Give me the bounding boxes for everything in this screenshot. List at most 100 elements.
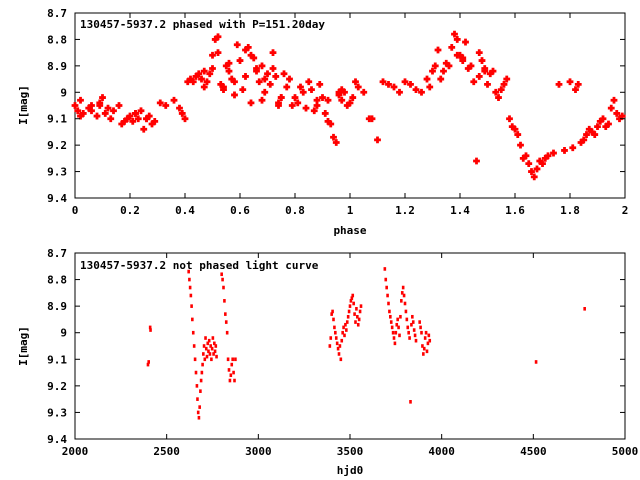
unphased-plot-ytick-label: 8.8: [47, 274, 67, 287]
unphased-plot-point: [395, 322, 399, 327]
phased-plot-point: [88, 107, 95, 115]
unphased-plot-point: [346, 314, 350, 319]
phased-plot-point: [426, 83, 434, 91]
unphased-plot-ylabel: I[mag]: [17, 326, 30, 366]
phased-plot-point: [225, 59, 233, 67]
phased-plot-xtick-label: 1.6: [505, 204, 525, 217]
phased-plot-ticks: 0 0.2 0.4 0.6 0.8 1 1.2 1.4 1.6 1.8 2 8.7 8.8 8.9 9 9.1…: [47, 7, 628, 217]
phased-plot-point: [577, 139, 585, 146]
unphased-plot-point: [201, 362, 204, 367]
unphased-plot-point: [405, 317, 409, 322]
unphased-plot-point: [421, 344, 424, 348]
phased-plot-point: [189, 78, 197, 86]
unphased-plot-point: [385, 285, 388, 290]
phased-plot-xtick-label: 1.4: [450, 204, 470, 217]
phased-plot-point: [374, 136, 381, 144]
unphased-plot-point: [383, 267, 387, 271]
unphased-plot-point: [195, 384, 199, 388]
phased-plot-point: [385, 80, 392, 88]
phased-plot-xtick-label: 1: [347, 204, 354, 217]
unphased-plot-point: [358, 309, 362, 314]
unphased-plot-point: [232, 370, 235, 375]
phased-plot-point: [475, 49, 483, 57]
phased-plot-point: [308, 86, 315, 94]
unphased-plot-point: [233, 378, 236, 383]
unphased-plot-xlabel: hjd0: [337, 464, 364, 477]
unphased-plot-point: [348, 304, 352, 308]
phased-plot-point: [401, 78, 409, 86]
phased-plot-point: [209, 65, 216, 72]
phased-plot-point: [151, 117, 159, 125]
phased-plot-point: [178, 110, 186, 117]
unphased-plot-point: [407, 330, 410, 335]
unphased-plot-point: [330, 312, 333, 316]
phased-plot-point: [140, 125, 148, 133]
phased-plot-point: [530, 173, 538, 181]
unphased-plot-point: [352, 301, 355, 306]
unphased-plot-point: [188, 285, 192, 290]
phased-plot-point: [613, 110, 621, 117]
unphased-plot-point: [230, 362, 234, 367]
unphased-plot-point: [418, 320, 421, 324]
phased-plot-point: [313, 96, 321, 104]
unphased-plot-point: [188, 277, 191, 282]
unphased-plot-point: [426, 341, 430, 346]
phased-plot-point: [261, 75, 269, 83]
phased-plot-point: [354, 83, 362, 91]
phased-plot-point: [231, 78, 238, 86]
unphased-plot-ytick-label: 9.3: [47, 406, 67, 419]
unphased-plot-point: [392, 336, 396, 340]
phased-plot-point: [497, 86, 505, 94]
phased-plot-point: [484, 80, 491, 88]
phased-plot-point: [541, 154, 549, 162]
phased-plot-point: [242, 46, 249, 54]
phased-plot-point: [561, 147, 568, 154]
phased-plot-xtick-label: 0.8: [285, 204, 305, 217]
unphased-plot-point: [209, 344, 212, 348]
unphased-plot-point: [357, 317, 361, 322]
phased-plot-point: [423, 75, 431, 83]
unphased-plot-point: [425, 349, 429, 354]
unphased-plot-point: [203, 357, 207, 362]
unphased-plot-point: [222, 285, 225, 290]
phased-plot-point: [519, 154, 527, 162]
phased-plot-point: [214, 49, 222, 57]
unphased-plot-point: [356, 322, 360, 327]
unphased-plot-point: [424, 330, 428, 335]
unphased-plot-point: [349, 299, 353, 303]
unphased-plot-point: [234, 357, 237, 362]
phased-plot-point: [396, 88, 403, 96]
phased-plot-point: [104, 104, 112, 112]
phased-plot-point: [330, 133, 337, 141]
phased-plot-point: [277, 94, 285, 101]
unphased-plot-point: [193, 357, 197, 362]
unphased-plot-point: [336, 346, 340, 351]
phased-plot-point: [206, 70, 214, 78]
unphased-plot-point: [202, 344, 206, 348]
phased-plot-point: [291, 94, 299, 101]
unphased-plot-point: [191, 317, 194, 322]
phased-plot-point: [123, 115, 131, 123]
unphased-plot-point: [329, 336, 333, 340]
phased-plot-point: [74, 107, 82, 115]
phased-plot-point: [110, 107, 117, 115]
unphased-plot-point: [344, 322, 347, 327]
phased-plot-point: [162, 102, 170, 109]
unphased-plot-point: [334, 330, 337, 335]
unphased-plot-points: [146, 267, 586, 420]
phased-plot-point: [200, 83, 208, 91]
unphased-plot-point: [333, 325, 336, 330]
phased-plot-ytick-label: 9.3: [47, 166, 67, 179]
phased-plot-point: [107, 115, 115, 123]
phased-plot-point: [539, 160, 546, 168]
unphased-plot-point: [207, 338, 211, 343]
phased-plot-point: [275, 102, 282, 109]
phased-plot-point: [434, 46, 442, 54]
phased-plot-point: [453, 36, 461, 43]
unphased-plot-point: [583, 307, 586, 311]
unphased-plot-point: [207, 349, 210, 354]
phased-plot-point: [412, 86, 420, 94]
phased-plot-point: [319, 94, 326, 101]
unphased-plot-point: [356, 314, 359, 319]
phased-plot-point: [280, 70, 288, 78]
